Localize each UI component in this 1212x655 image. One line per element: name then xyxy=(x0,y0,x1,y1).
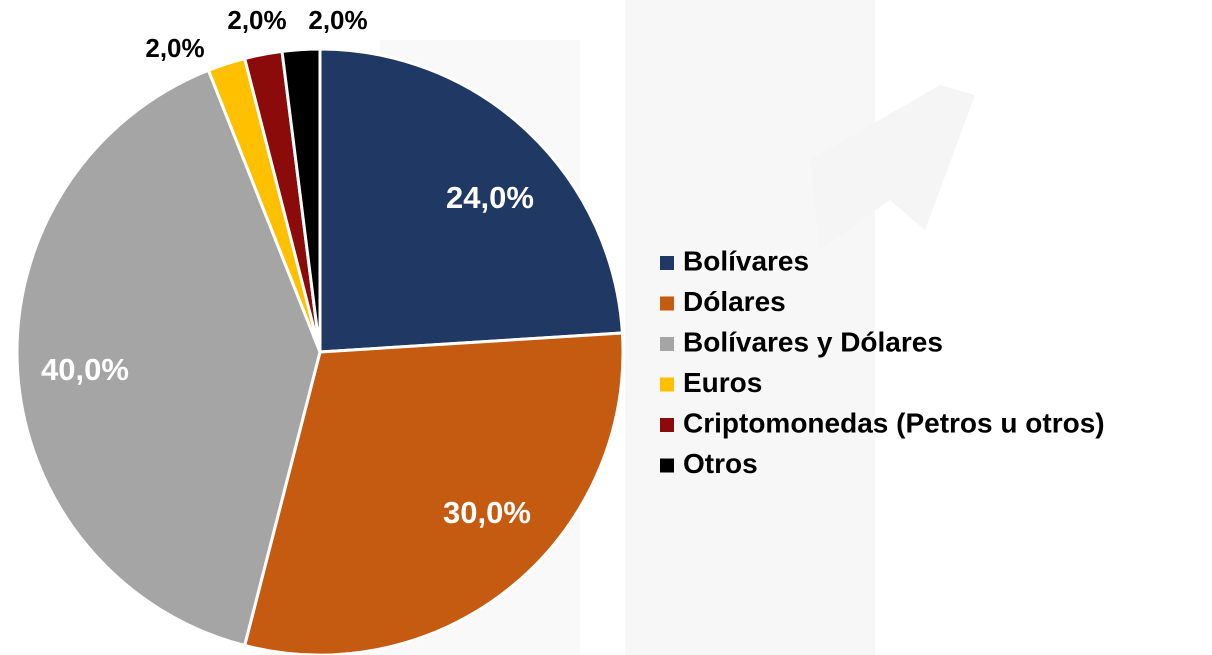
legend-label: Bolívares xyxy=(683,245,809,276)
data-label: 2,0% xyxy=(227,5,286,35)
legend-label: Dólares xyxy=(683,286,786,317)
data-label: 40,0% xyxy=(41,352,129,387)
legend-swatch xyxy=(660,378,674,392)
data-label: 24,0% xyxy=(446,180,534,215)
data-label: 2,0% xyxy=(308,5,367,35)
legend-label: Otros xyxy=(683,448,758,479)
legend-label: Criptomonedas (Petros u otros) xyxy=(683,407,1105,438)
chart: 24,0% 30,0% 40,0% 2,0% 2,0% 2,0% Bolívares Dól… xyxy=(0,0,1212,655)
data-label: 2,0% xyxy=(145,33,204,63)
legend-swatch xyxy=(660,418,674,432)
legend-swatch xyxy=(660,297,674,311)
data-label: 30,0% xyxy=(443,495,531,530)
legend-label: Euros xyxy=(683,367,762,398)
legend-swatch xyxy=(660,337,674,351)
legend-swatch xyxy=(660,256,674,270)
legend-label: Bolívares y Dólares xyxy=(683,326,943,357)
legend-swatch xyxy=(660,459,674,473)
